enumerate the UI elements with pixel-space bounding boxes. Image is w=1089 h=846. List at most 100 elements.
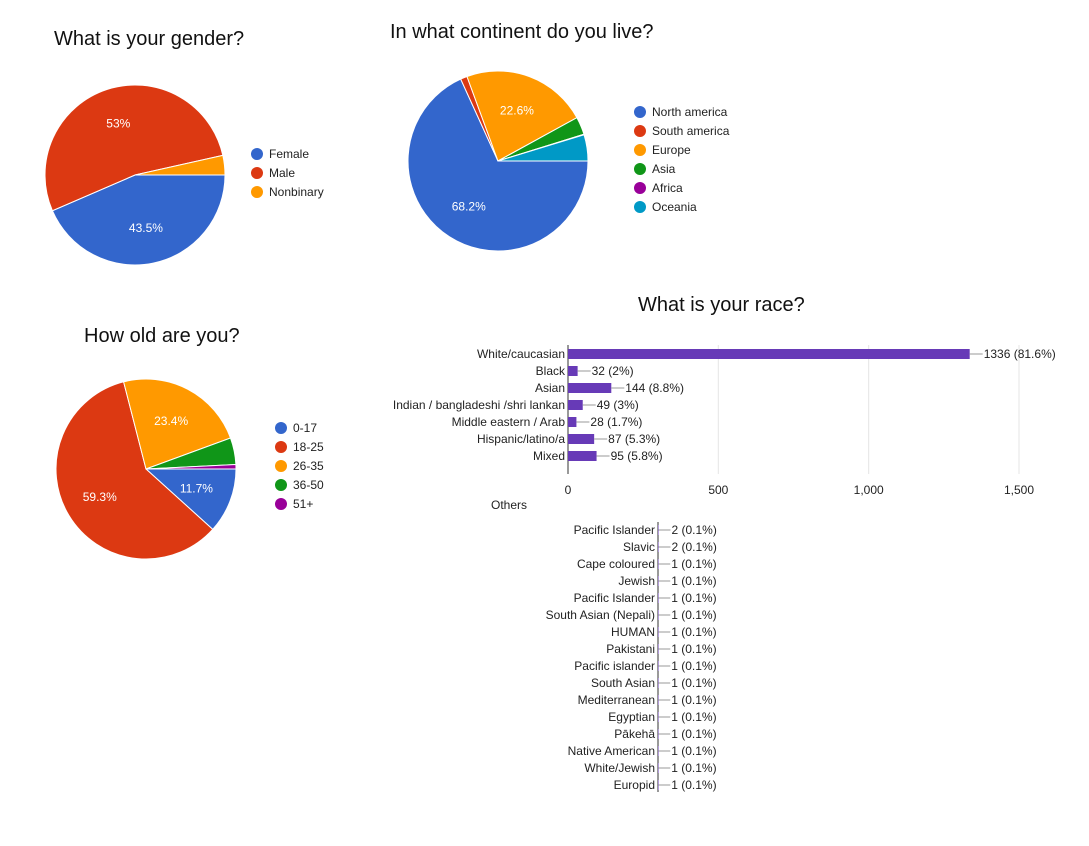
pie2-slice-51- [145, 463, 237, 470]
legend-swatch [251, 166, 263, 179]
pie1-slice-oceania [497, 134, 589, 162]
race-bar [568, 434, 595, 444]
gender-legend: Female Male Nonbinary [251, 144, 324, 201]
others-value-label: 1 (0.1%) [671, 557, 716, 571]
others-category-label: Pacific Islander [574, 523, 655, 537]
race-category-label: Mixed [533, 449, 565, 463]
others-value-label: 1 (0.1%) [671, 727, 716, 741]
others-category-label: Native American [568, 744, 655, 758]
age-legend-item: 26-35 [275, 456, 324, 475]
legend-swatch [275, 497, 287, 510]
pie0-slice-nonbinary [134, 154, 226, 176]
pie2-slice-26-35 [123, 378, 232, 470]
legend-label: Asia [652, 161, 676, 176]
race-value-label: 95 (5.8%) [611, 449, 663, 463]
continent-legend-item: Asia [634, 159, 729, 178]
race-value-label: 1336 (81.6%) [984, 347, 1056, 361]
gender-chart-title: What is your gender? [54, 28, 245, 50]
others-bar [658, 525, 659, 535]
age-legend: 0-17 18-25 26-35 36-50 51+ [275, 418, 324, 513]
others-category-label: Mediterranean [578, 693, 655, 707]
continent-legend-item: Europe [634, 140, 729, 159]
legend-label: 36-50 [293, 477, 324, 492]
race-bar [568, 349, 970, 359]
others-category-label: White/Jewish [584, 761, 655, 775]
others-category-label: Pacific Islander [574, 591, 655, 605]
others-value-label: 2 (0.1%) [671, 523, 716, 537]
legend-swatch [275, 421, 287, 434]
others-value-label: 1 (0.1%) [671, 778, 716, 792]
pie2-slice-label: 59.3% [83, 490, 117, 504]
others-category-label: Pakistani [606, 642, 655, 656]
others-value-label: 1 (0.1%) [671, 676, 716, 690]
others-value-label: 1 (0.1%) [671, 761, 716, 775]
race-x-tick-label: 1,500 [1004, 483, 1034, 497]
race-category-label: Indian / bangladeshi /shri lankan [393, 398, 565, 412]
pie2-slice-label: 23.4% [154, 414, 188, 428]
race-value-label: 87 (5.3%) [608, 432, 660, 446]
continent-legend-item: South america [634, 121, 729, 140]
race-bar [568, 400, 583, 410]
others-category-label: Europid [614, 778, 655, 792]
continent-legend-item: Africa [634, 178, 729, 197]
others-category-label: Pacific islander [574, 659, 655, 673]
others-value-label: 1 (0.1%) [671, 710, 716, 724]
race-category-label: Black [536, 364, 566, 378]
continent-chart-title: In what continent do you live? [390, 21, 654, 43]
legend-swatch [634, 162, 646, 175]
others-category-label: HUMAN [611, 625, 655, 639]
pie0-slice-label: 43.5% [129, 221, 163, 235]
legend-label: Africa [652, 180, 683, 195]
race-bar [568, 451, 597, 461]
legend-swatch [251, 147, 263, 160]
pie1-slice-north-america [407, 78, 589, 252]
age-legend-item: 51+ [275, 494, 324, 513]
pie1-slice-label: 22.6% [500, 103, 534, 117]
race-bar [568, 383, 612, 393]
race-bar [568, 417, 577, 427]
age-legend-item: 18-25 [275, 437, 324, 456]
race-x-tick-label: 0 [565, 483, 572, 497]
others-value-label: 1 (0.1%) [671, 574, 716, 588]
pie0-slice-female [51, 174, 226, 266]
legend-swatch [275, 478, 287, 491]
legend-label: Nonbinary [269, 184, 324, 199]
race-category-label: Hispanic/latino/a [477, 432, 565, 446]
legend-label: Oceania [652, 199, 697, 214]
others-value-label: 1 (0.1%) [671, 693, 716, 707]
legend-label: North america [652, 104, 728, 119]
pie1-slice-label: 68.2% [452, 199, 486, 213]
others-value-label: 1 (0.1%) [671, 744, 716, 758]
race-chart-title: What is your race? [638, 294, 805, 316]
continent-legend-item: North america [634, 102, 729, 121]
race-category-label: Asian [535, 381, 565, 395]
others-category-label: Cape coloured [577, 557, 655, 571]
others-category-label: South Asian (Nepali) [546, 608, 655, 622]
gender-legend-item: Nonbinary [251, 182, 324, 201]
legend-swatch [251, 185, 263, 198]
legend-label: 0-17 [293, 420, 318, 435]
gender-legend-item: Female [251, 144, 324, 163]
race-x-tick-label: 1,000 [854, 483, 884, 497]
race-value-label: 32 (2%) [592, 364, 634, 378]
age-legend-item: 0-17 [275, 418, 324, 437]
others-category-label: South Asian [591, 676, 655, 690]
legend-swatch [275, 440, 287, 453]
others-category-label: Slavic [623, 540, 655, 554]
others-value-label: 1 (0.1%) [671, 659, 716, 673]
legend-swatch [634, 200, 646, 213]
legend-label: 18-25 [293, 439, 324, 454]
age-chart-title: How old are you? [84, 325, 240, 347]
pie0-slice-male [44, 84, 224, 212]
legend-swatch [634, 105, 646, 118]
others-value-label: 1 (0.1%) [671, 625, 716, 639]
race-category-label: Middle eastern / Arab [452, 415, 566, 429]
pie0-slice-label: 53% [106, 117, 130, 131]
pie2-slice-0-17 [144, 468, 237, 531]
race-category-label: White/caucasian [477, 347, 565, 361]
age-legend-item: 36-50 [275, 475, 324, 494]
others-bar [658, 542, 659, 552]
legend-label: Male [269, 165, 296, 180]
legend-label: Female [269, 146, 310, 161]
